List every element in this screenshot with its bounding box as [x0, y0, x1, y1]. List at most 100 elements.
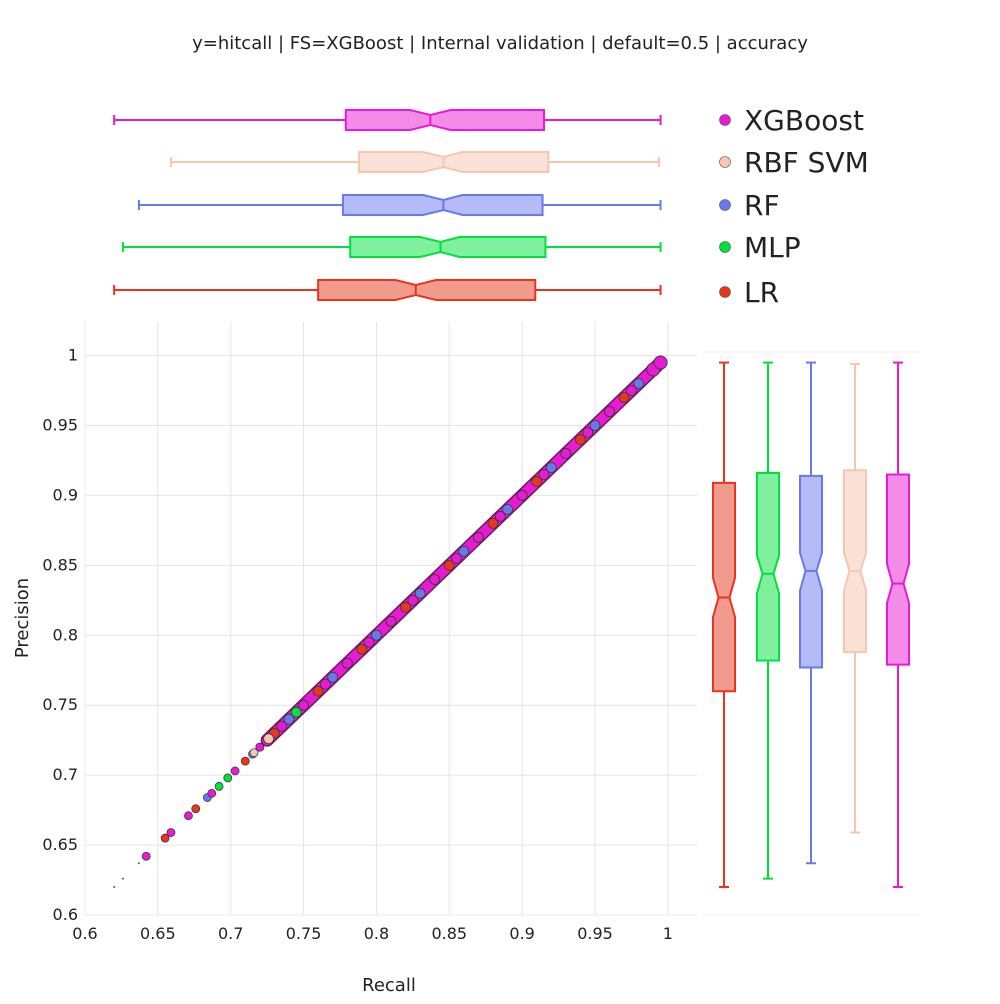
- precision-boxplot: [886, 361, 910, 889]
- scatter-point: [249, 748, 259, 758]
- legend-label: RF: [744, 189, 780, 222]
- legend[interactable]: XGBoost RBF SVM RF MLP LR: [719, 104, 869, 309]
- scatter-plot: [113, 355, 668, 889]
- legend-label: XGBoost: [744, 104, 864, 137]
- scatter-point: [538, 469, 550, 480]
- legend-marker: [719, 241, 731, 253]
- scatter-point: [341, 657, 353, 669]
- recall-boxplot: [169, 151, 661, 173]
- legend-item[interactable]: RBF SVM: [719, 146, 869, 179]
- box-body: [349, 236, 547, 258]
- scatter-point: [582, 427, 594, 438]
- scatter-point: [240, 756, 250, 766]
- scatter-point: [429, 573, 441, 585]
- recall-boxplot: [137, 194, 662, 216]
- scatter-point: [166, 828, 176, 837]
- legend-item[interactable]: LR: [719, 276, 780, 309]
- scatter-point: [458, 545, 470, 557]
- recall-boxplot: [113, 109, 662, 131]
- scatter-point: [184, 811, 193, 821]
- legend-marker: [719, 199, 731, 211]
- grid-lines: [84, 322, 697, 916]
- legend-marker: [719, 114, 731, 126]
- y-tick-label: 0.8: [53, 625, 78, 644]
- scatter-point: [113, 886, 116, 889]
- x-tick-label: 0.85: [431, 924, 467, 943]
- legend-label: MLP: [744, 231, 801, 264]
- x-tick-label: 0.6: [72, 924, 97, 943]
- scatter-point: [121, 877, 124, 880]
- y-tick-label: 0.95: [42, 415, 78, 434]
- scatter-point: [414, 587, 426, 599]
- scatter-point: [320, 678, 331, 690]
- y-tick-label: 0.7: [53, 765, 78, 784]
- scatter-point: [191, 804, 201, 814]
- box-body: [756, 472, 780, 662]
- scatter-point: [356, 643, 368, 655]
- scatter-point: [327, 671, 339, 683]
- box-body: [843, 469, 867, 654]
- box-body: [317, 279, 537, 301]
- precision-boxplots: [703, 351, 920, 916]
- legend-item[interactable]: RF: [719, 189, 780, 222]
- scatter-point: [451, 552, 462, 564]
- scatter-point: [283, 713, 295, 725]
- scatter-point: [223, 773, 233, 783]
- x-axis-ticks: 0.6 0.65 0.7 0.75 0.8 0.85 0.9 0.95 1: [72, 924, 673, 943]
- y-axis-title: Precision: [12, 578, 33, 658]
- precision-boxplot: [799, 361, 823, 865]
- x-axis-title: Recall: [362, 975, 416, 996]
- scatter-point: [443, 559, 455, 571]
- box-body: [712, 481, 736, 693]
- x-tick-label: 0.8: [364, 924, 389, 943]
- scatter-point: [207, 788, 217, 798]
- scatter-point: [371, 629, 382, 641]
- x-tick-label: 0.65: [140, 924, 176, 943]
- scatter-point: [290, 706, 302, 718]
- precision-boxplot: [756, 361, 780, 880]
- y-tick-label: 0.9: [53, 485, 78, 504]
- y-tick-label: 0.65: [42, 835, 78, 854]
- scatter-point: [141, 851, 151, 861]
- legend-marker: [719, 156, 731, 168]
- precision-boxplot: [712, 361, 736, 889]
- scatter-point: [545, 462, 557, 473]
- y-axis-ticks: 0.6 0.65 0.7 0.75 0.8 0.85 0.9 0.95 1: [42, 346, 78, 924]
- legend-label: LR: [744, 276, 779, 309]
- scatter-point: [363, 636, 375, 648]
- legend-item[interactable]: MLP: [719, 231, 801, 264]
- scatter-point: [255, 742, 265, 752]
- legend-marker: [719, 286, 731, 298]
- x-tick-label: 0.75: [286, 924, 322, 943]
- scatter-point: [626, 385, 637, 396]
- scatter-point: [407, 594, 419, 606]
- recall-boxplots: [113, 109, 662, 301]
- scatter-point: [137, 862, 140, 865]
- scatter-point: [276, 720, 288, 732]
- precision-boxplot: [843, 362, 867, 834]
- scatter-point: [230, 766, 240, 776]
- scatter-point: [575, 434, 586, 445]
- box-body: [357, 151, 550, 173]
- x-tick-label: 0.7: [218, 924, 243, 943]
- scatter-point: [160, 833, 170, 843]
- scatter-point: [263, 733, 275, 745]
- box-body: [344, 109, 545, 131]
- scatter-point: [589, 420, 601, 431]
- y-tick-label: 0.6: [53, 905, 78, 924]
- scatter-point: [618, 392, 630, 403]
- scatter-point: [604, 406, 615, 417]
- chart-title: y=hitcall | FS=XGBoost | Internal valida…: [192, 33, 808, 54]
- y-tick-label: 1: [68, 346, 78, 365]
- scatter-point: [633, 378, 645, 389]
- scatter-point: [487, 517, 499, 529]
- box-body: [886, 473, 910, 666]
- scatter-point: [653, 355, 668, 370]
- scatter-point: [516, 490, 528, 501]
- x-tick-label: 1: [663, 924, 673, 943]
- legend-item[interactable]: XGBoost: [719, 104, 864, 137]
- scatter-point: [400, 601, 411, 613]
- scatter-point: [560, 448, 572, 459]
- scatter-point: [502, 504, 513, 515]
